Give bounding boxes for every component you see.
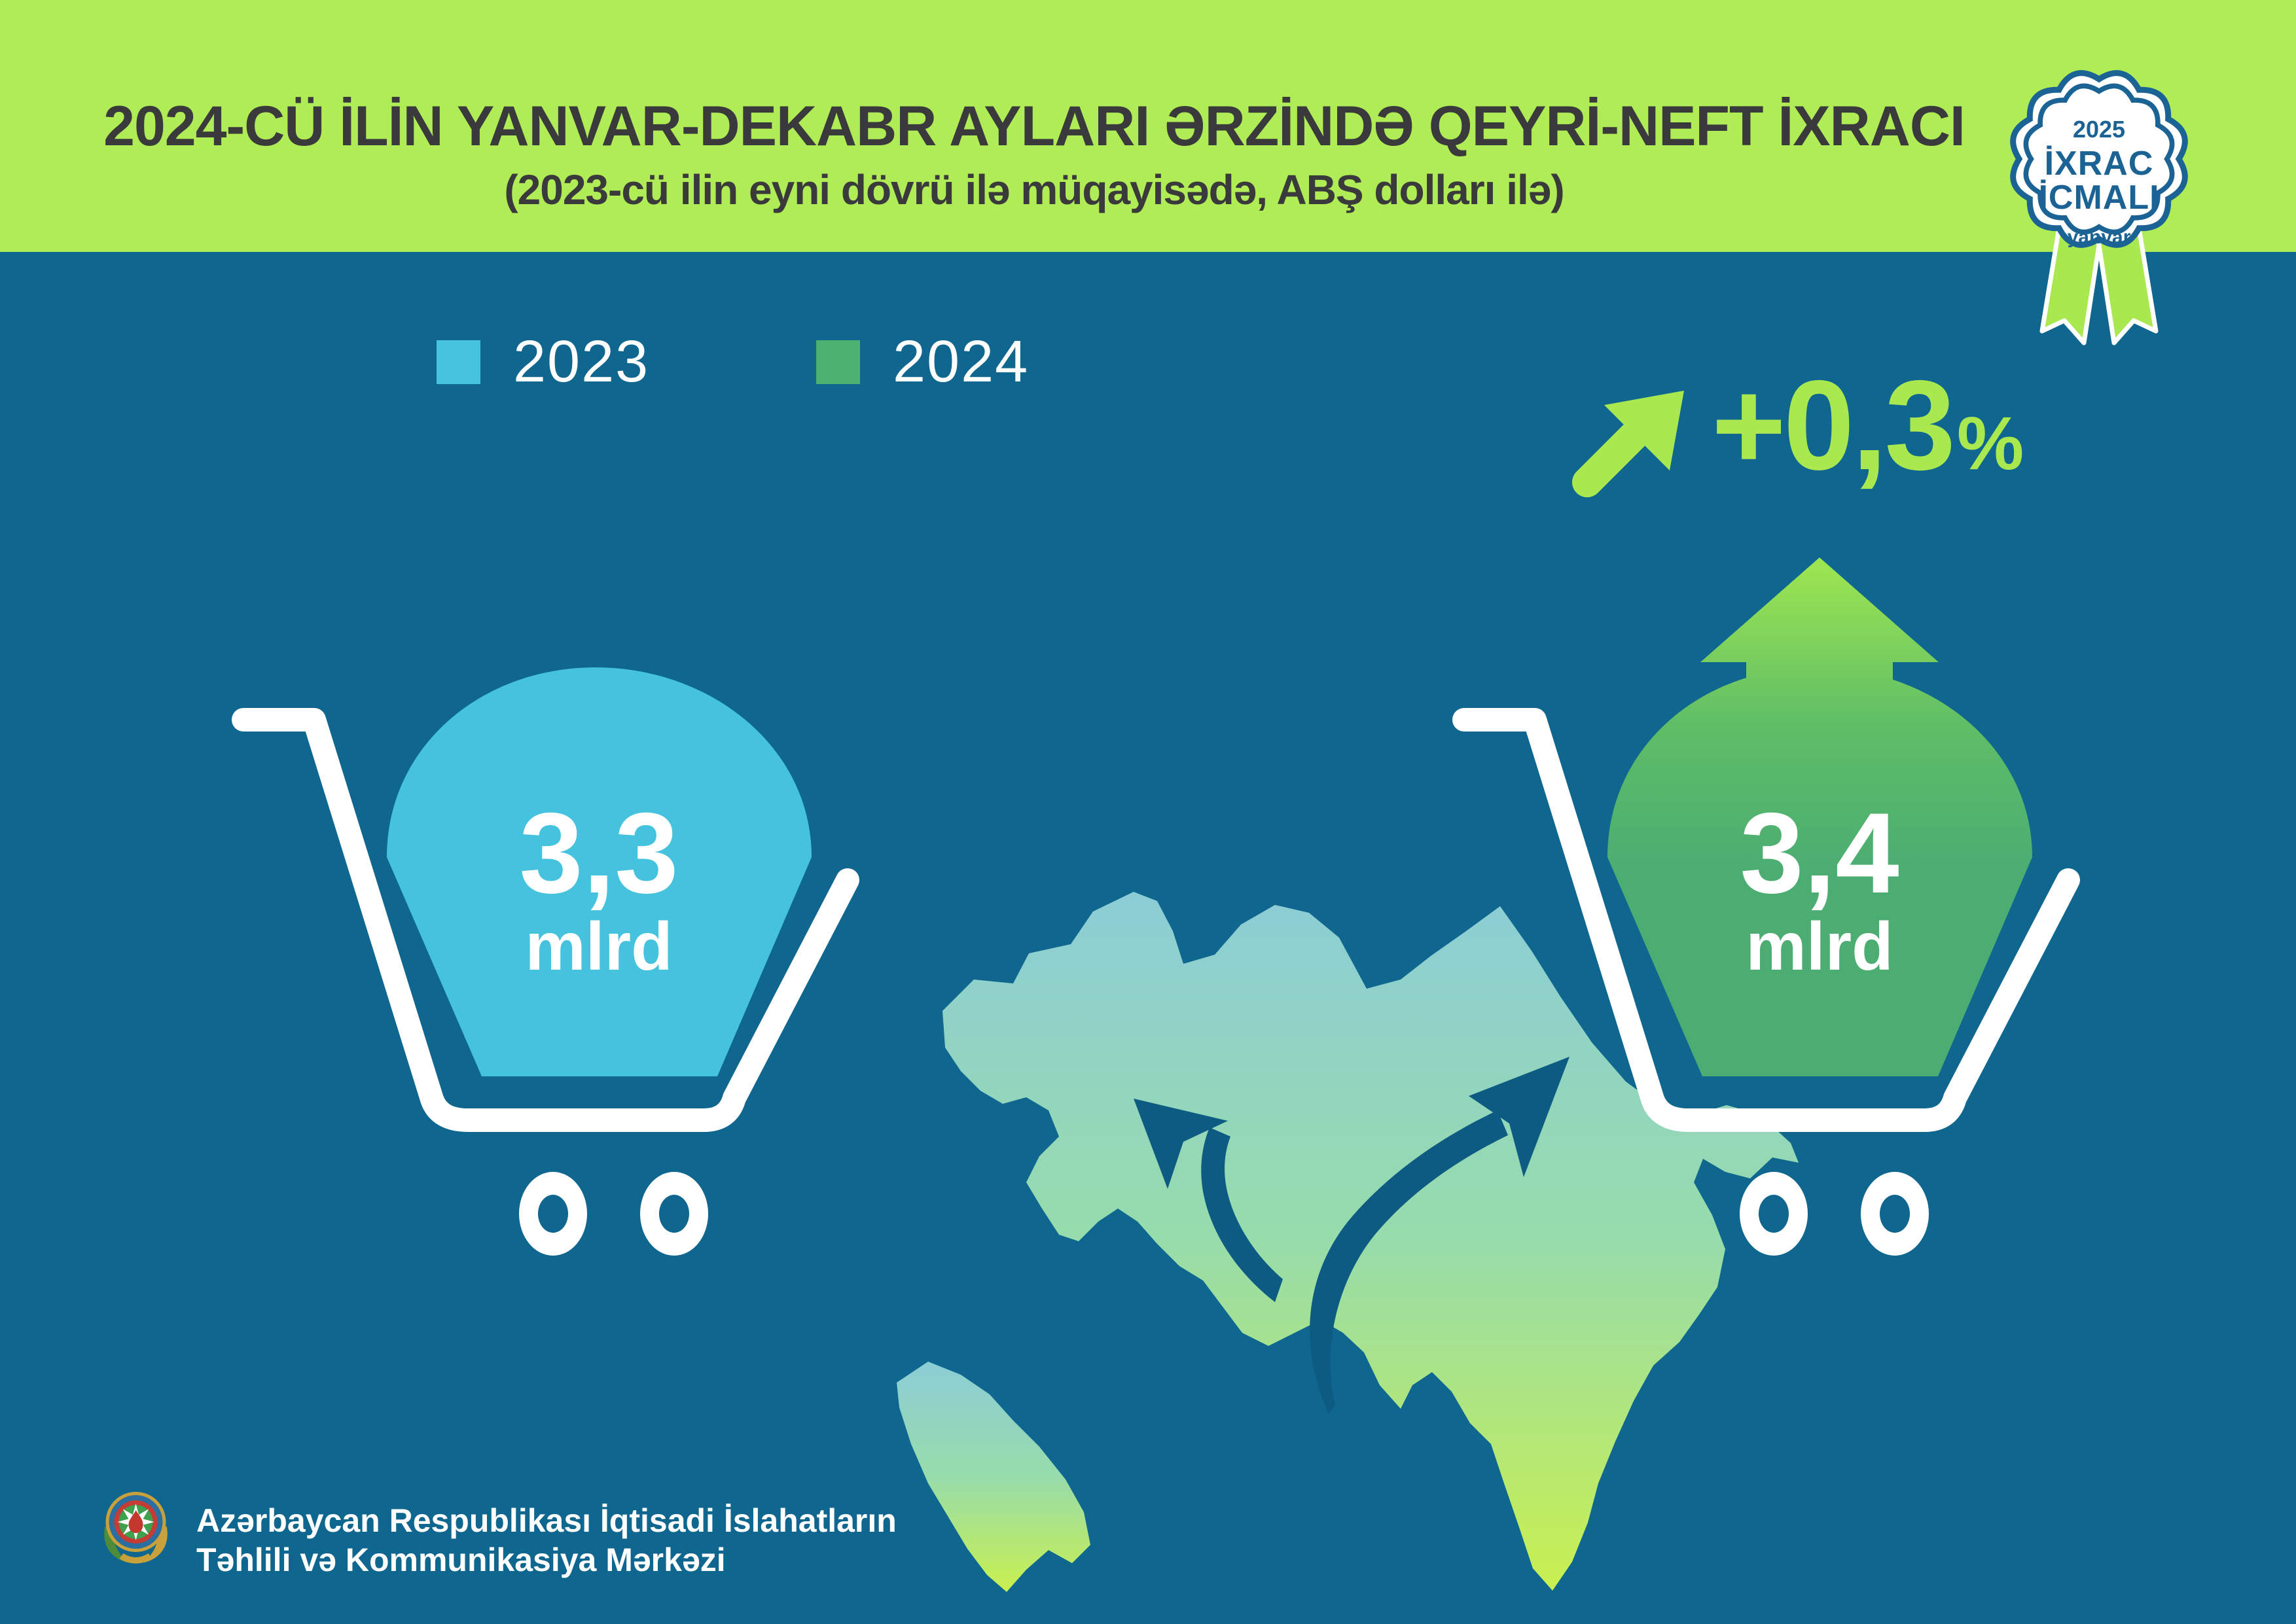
azerbaijan-map xyxy=(897,892,1799,1592)
legend-label-2024: 2024 xyxy=(893,329,1030,395)
growth-value: +0,3 xyxy=(1712,354,1956,497)
growth-arrow-icon xyxy=(1572,391,1684,497)
map-export-arrow-left-icon xyxy=(1134,1099,1283,1302)
cart-2024-blob xyxy=(1607,667,2032,1076)
header-band xyxy=(0,0,2296,252)
footer-org-line2: Təhlili və Kommunikasiya Mərkəzi xyxy=(196,1542,726,1578)
cart-2023-blob xyxy=(387,667,812,1076)
cart-2024-value: 3,4 xyxy=(1740,790,1899,917)
cart-2024: 3,4 mlrd xyxy=(1452,557,2080,1256)
badge-ribbons-icon xyxy=(2039,221,2159,345)
cart-2023-outline-icon xyxy=(232,708,859,1132)
badge-year: 2025 xyxy=(2073,116,2125,143)
page-subtitle: (2023-cü ilin eyni dövrü ilə müqayisədə,… xyxy=(504,166,1564,213)
page-title: 2024-CÜ İLİN YANVAR-DEKABR AYLARI ƏRZİND… xyxy=(103,95,1965,158)
cart-2023: 3,3 mlrd xyxy=(232,667,859,1256)
azerbaijan-emblem-icon xyxy=(104,1492,168,1564)
growth-indicator: +0,3 % xyxy=(1712,359,2024,493)
map-mainland xyxy=(942,892,1799,1591)
map-export-arrow-right-icon xyxy=(1310,1057,1570,1414)
legend-label-2023: 2023 xyxy=(513,329,650,395)
badge-month: yanvar xyxy=(2068,226,2131,248)
header-titles: 2024-CÜ İLİN YANVAR-DEKABR AYLARI ƏRZİND… xyxy=(26,98,2042,211)
map-nakhchivan xyxy=(897,1362,1090,1592)
cart-2024-unit: mlrd xyxy=(1746,909,1893,985)
badge-line2: İCMALI xyxy=(2038,179,2159,217)
badge-seal: 2025 İXRAC İCMALI yanvar xyxy=(2010,70,2188,345)
cart-2024-outline-icon xyxy=(1452,708,2080,1132)
badge-line1: İXRAC xyxy=(2045,145,2154,183)
cart-2024-wheels-icon xyxy=(1740,1172,1929,1256)
legend-swatch-2024 xyxy=(816,340,860,384)
growth-unit: % xyxy=(1956,402,2024,485)
legend-item-2023: 2023 xyxy=(437,329,650,395)
footer-org-line1: Azərbaycan Respublikası İqtisadi İslahat… xyxy=(196,1502,897,1539)
legend-swatch-2023 xyxy=(437,340,480,384)
cart-2023-value: 3,3 xyxy=(519,790,678,917)
legend-item-2024: 2024 xyxy=(816,329,1030,395)
cart-2023-unit: mlrd xyxy=(525,909,672,985)
footer-organization: Azərbaycan Respublikası İqtisadi İslahat… xyxy=(196,1501,897,1580)
cart-2023-wheels-icon xyxy=(519,1172,708,1256)
